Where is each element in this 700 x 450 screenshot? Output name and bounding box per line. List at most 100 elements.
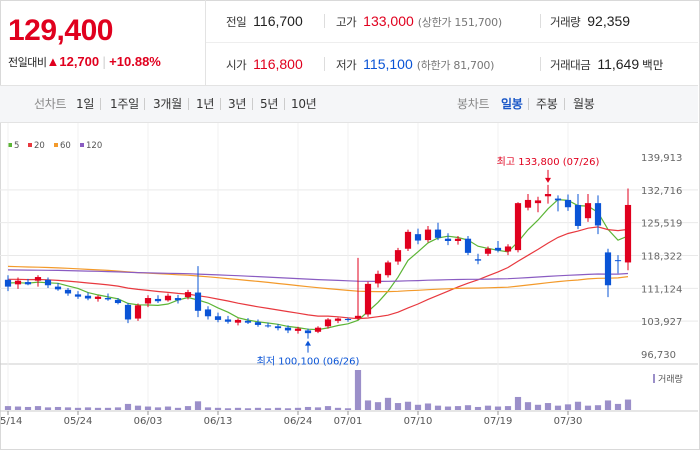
- candle-body: [394, 250, 402, 262]
- tab-10y[interactable]: 10년: [291, 97, 317, 111]
- open-value: 116,800: [253, 56, 303, 72]
- candle: [164, 293, 172, 302]
- ma20-line: [8, 226, 629, 320]
- day-high: 고가 133,000 (상한가 151,700): [336, 0, 502, 42]
- date-axis: 05/14 05/24 06/03 06/13 06/24 07/01 07/10 07/19…: [0, 411, 582, 427]
- candle-body: [474, 259, 482, 261]
- divider: [540, 57, 541, 71]
- candle: [204, 306, 212, 320]
- upper-limit: (상한가 151,700): [417, 16, 502, 29]
- volume-bar: [384, 397, 392, 410]
- day-low: 저가 115,100 (하한가 81,700): [336, 43, 494, 85]
- candle: [184, 289, 192, 300]
- volume-bar: [584, 405, 592, 410]
- divider: [324, 14, 325, 28]
- volume-bar: [44, 407, 52, 410]
- volume-bar: [124, 403, 132, 410]
- volume-bar: [614, 403, 622, 410]
- candle-body: [284, 327, 292, 331]
- candle: [74, 291, 82, 299]
- quote-info-grid: 전일 116,700 고가 133,000 (상한가 151,700) 거래량 92,3…: [206, 0, 698, 85]
- candle: [534, 196, 542, 213]
- prev-close: 전일 116,700: [226, 0, 303, 42]
- day-high-value: 133,000: [363, 13, 414, 29]
- candle: [194, 266, 202, 318]
- candle-body: [514, 203, 522, 251]
- candle: [274, 324, 282, 331]
- candle: [564, 194, 572, 211]
- open-label: 시가: [226, 58, 247, 72]
- tab-5y[interactable]: 5년: [260, 97, 279, 111]
- divider: [220, 98, 221, 110]
- candle-body: [464, 238, 472, 253]
- candle-body: [104, 298, 112, 300]
- candle-body: [264, 325, 272, 327]
- candle: [344, 317, 352, 322]
- high-arrow-head-icon: [545, 177, 551, 183]
- candle: [104, 293, 112, 301]
- volume-bar: [274, 407, 282, 410]
- candle-body: [14, 280, 22, 285]
- moving-averages: [7, 198, 629, 331]
- candle-body: [504, 246, 512, 252]
- volume-bar: [244, 408, 252, 410]
- volume-bar: [254, 407, 262, 410]
- candle: [314, 326, 322, 334]
- tab-daily[interactable]: 일봉: [501, 97, 523, 111]
- high-annotation: 최고 133,800 (07/26): [497, 156, 600, 168]
- tab-1w[interactable]: 1주일: [110, 97, 139, 111]
- volume-bar: [444, 406, 452, 410]
- candle: [304, 328, 312, 339]
- candle: [574, 194, 582, 230]
- volume-bar: [154, 407, 162, 410]
- candle-body: [274, 326, 282, 329]
- tab-monthly[interactable]: 월봉: [573, 97, 595, 111]
- volume-bar: [574, 401, 582, 410]
- candle: [134, 303, 142, 321]
- candle-body: [374, 273, 382, 284]
- candle: [324, 318, 332, 329]
- tab-3y[interactable]: 3년: [228, 97, 247, 111]
- legend-label-ma120: 120: [86, 141, 102, 151]
- volume-bar: [434, 405, 442, 410]
- candle-body: [574, 204, 582, 226]
- candle-body: [614, 260, 622, 262]
- volume-bar: [404, 401, 412, 410]
- price-box: 129,400 전일대비▲12,700 | +10.88%: [0, 0, 206, 85]
- volume-bar: [604, 400, 612, 410]
- volume-bar: [284, 408, 292, 410]
- price-grid: [0, 123, 698, 412]
- price-axis: 139,913 132,716 125,519 118,322 111,124 103,9…: [641, 153, 682, 361]
- candle-body: [524, 199, 532, 208]
- volume-bar: [494, 406, 502, 410]
- x-tick-label: 06/24: [284, 416, 313, 427]
- legend-swatch-ma120: [80, 143, 84, 147]
- candle: [424, 225, 432, 243]
- tab-weekly[interactable]: 주봉: [536, 97, 558, 111]
- divider: [188, 98, 189, 110]
- divider: [528, 98, 529, 110]
- candle-body: [304, 330, 312, 334]
- candle: [614, 255, 622, 274]
- volume-bar: [474, 406, 482, 410]
- candle: [234, 318, 242, 326]
- change-value: 12,700: [59, 54, 100, 69]
- tab-1y[interactable]: 1년: [196, 97, 215, 111]
- candle-body: [244, 320, 252, 323]
- ma120-line: [7, 269, 629, 283]
- volume-bar: [324, 406, 332, 410]
- candle: [504, 244, 512, 256]
- candle-body: [44, 279, 52, 286]
- candle-body: [334, 318, 342, 321]
- candle: [224, 315, 232, 324]
- tab-1d[interactable]: 1일: [76, 97, 95, 111]
- divider: [540, 14, 541, 28]
- candle: [594, 195, 602, 235]
- candle: [394, 247, 402, 265]
- y-tick-label: 103,927: [641, 317, 682, 328]
- candle-body: [234, 319, 242, 323]
- stock-summary: 129,400 전일대비▲12,700 | +10.88% 전일 116,700 고가…: [0, 0, 698, 86]
- annotations: 최고 133,800 (07/26) 최저 100,100 (06/26): [257, 156, 600, 368]
- tab-3m[interactable]: 3개월: [153, 97, 182, 111]
- trade-value-unit: 백만: [642, 58, 664, 72]
